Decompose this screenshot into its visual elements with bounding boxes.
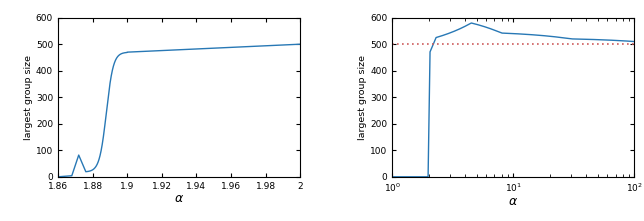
Y-axis label: largest group size: largest group size (358, 55, 367, 140)
X-axis label: α: α (509, 195, 517, 208)
Y-axis label: largest group size: largest group size (24, 55, 33, 140)
X-axis label: α: α (175, 192, 183, 205)
